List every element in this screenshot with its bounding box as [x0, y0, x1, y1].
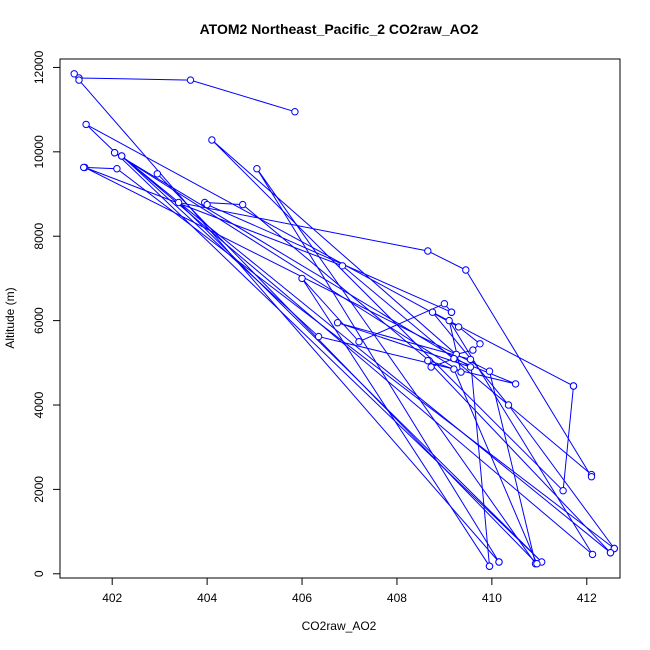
data-point — [462, 266, 470, 274]
y-tick-label: 4000 — [32, 391, 46, 418]
data-point — [504, 401, 513, 409]
data-point — [113, 165, 121, 173]
y-tick-label: 6000 — [32, 307, 46, 334]
data-point — [466, 363, 475, 371]
data-point — [153, 170, 162, 178]
marker-layer — [70, 70, 618, 570]
data-point — [70, 70, 78, 78]
data-point — [559, 487, 567, 495]
data-point — [291, 108, 299, 116]
x-axis: 402 404 406 408 410 412 — [102, 577, 597, 605]
chart-title: ATOM2 Northeast_Pacific_2 CO2raw_AO2 — [200, 21, 479, 37]
y-tick-label: 10000 — [32, 135, 46, 169]
data-point — [476, 340, 484, 348]
y-tick-label: 2000 — [32, 476, 46, 503]
y-tick-label: 0 — [32, 570, 46, 577]
y-axis-label: Altitude (m) — [3, 287, 17, 348]
data-point — [75, 76, 83, 84]
data-point — [338, 262, 347, 270]
data-point — [253, 165, 261, 173]
data-point — [511, 380, 520, 388]
series-layer — [73, 73, 615, 567]
data-point — [454, 323, 463, 331]
x-tick-label: 404 — [197, 591, 217, 605]
data-point — [355, 338, 363, 346]
data-point — [485, 562, 494, 570]
data-point — [80, 163, 88, 172]
data-point — [469, 346, 477, 354]
series-line-1 — [73, 73, 296, 113]
data-point — [445, 316, 453, 325]
y-tick-label: 8000 — [32, 223, 46, 250]
plot-box — [59, 58, 621, 579]
x-tick-label: 410 — [482, 591, 502, 605]
data-point — [457, 368, 465, 376]
data-point — [428, 308, 437, 316]
data-point — [110, 149, 119, 157]
data-point — [495, 558, 503, 566]
data-point — [588, 550, 597, 559]
data-point — [485, 367, 494, 375]
data-point — [606, 549, 615, 557]
data-point — [447, 308, 456, 316]
data-point — [203, 200, 211, 209]
x-tick-label: 406 — [292, 591, 312, 605]
data-point — [424, 357, 432, 365]
x-axis-label: CO2raw_AO2 — [302, 619, 377, 633]
data-point — [298, 274, 306, 283]
y-axis: 0 2000 4000 6000 8000 10000 12000 — [32, 50, 61, 577]
data-point — [82, 120, 90, 129]
data-point — [208, 136, 216, 144]
x-tick-label: 408 — [387, 591, 407, 605]
data-point — [333, 319, 342, 327]
data-point — [314, 332, 323, 341]
series-line-2 — [78, 79, 500, 563]
series-line-3 — [84, 166, 592, 564]
x-tick-label: 402 — [102, 591, 122, 605]
series-line-10 — [114, 152, 611, 555]
data-point — [450, 354, 458, 363]
y-tick-label: 12000 — [32, 50, 46, 84]
data-point — [587, 473, 596, 481]
data-point — [450, 365, 458, 373]
data-point — [569, 382, 578, 390]
data-point — [533, 560, 541, 568]
data-point — [174, 198, 183, 207]
data-point — [427, 363, 435, 371]
series-line-9 — [114, 152, 490, 567]
data-point — [239, 200, 247, 209]
data-point — [466, 355, 475, 364]
data-point — [118, 152, 126, 160]
data-point — [186, 76, 195, 84]
data-point — [440, 300, 449, 308]
data-point — [424, 247, 432, 255]
x-tick-label: 412 — [577, 591, 597, 605]
